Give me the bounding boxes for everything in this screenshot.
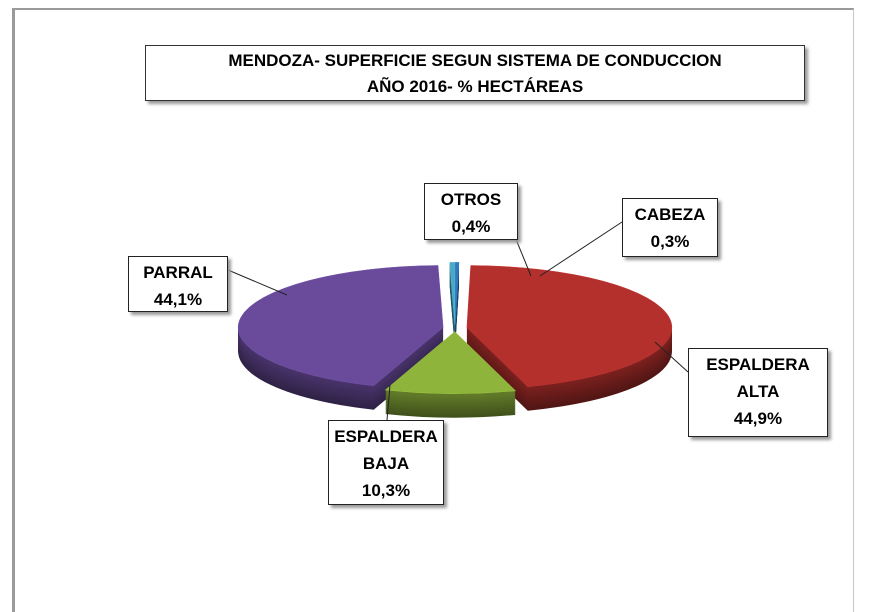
chart-frame <box>12 8 854 612</box>
data-label-box: ESPALDERA BAJA 10,3% <box>328 420 444 505</box>
pie-slice <box>237 265 444 387</box>
chart-title-box: MENDOZA- SUPERFICIE SEGUN SISTEMA DE CON… <box>145 45 805 101</box>
category-label: ESPALDERA BAJA <box>334 427 438 473</box>
pie-slice <box>449 262 456 325</box>
category-label: CABEZA <box>634 205 706 224</box>
value-label: 0,4% <box>451 217 491 236</box>
leader-line <box>539 221 623 277</box>
value-label: 0,3% <box>650 232 690 251</box>
leader-line <box>227 269 288 296</box>
value-label: 44,9% <box>733 409 783 428</box>
category-label: OTROS <box>440 190 502 209</box>
leader-line <box>654 341 689 373</box>
leader-line <box>386 384 391 421</box>
value-label: 10,3% <box>361 481 411 500</box>
pie-slice <box>454 262 460 325</box>
data-label-box: CABEZA 0,3% <box>622 198 718 257</box>
category-label: ESPALDERA ALTA <box>706 355 810 401</box>
pie-slice <box>384 331 517 394</box>
chart-subtitle: AÑO 2016- % HECTÁREAS <box>366 77 584 96</box>
data-label-box: PARRAL 44,1% <box>128 256 228 312</box>
data-label-box: OTROS 0,4% <box>424 183 518 240</box>
data-label-box: ESPALDERA ALTA 44,9% <box>688 348 828 437</box>
value-label: 44,1% <box>153 290 203 309</box>
pie-slice <box>466 265 673 387</box>
category-label: PARRAL <box>143 263 213 282</box>
chart-title: MENDOZA- SUPERFICIE SEGUN SISTEMA DE CON… <box>228 51 722 70</box>
